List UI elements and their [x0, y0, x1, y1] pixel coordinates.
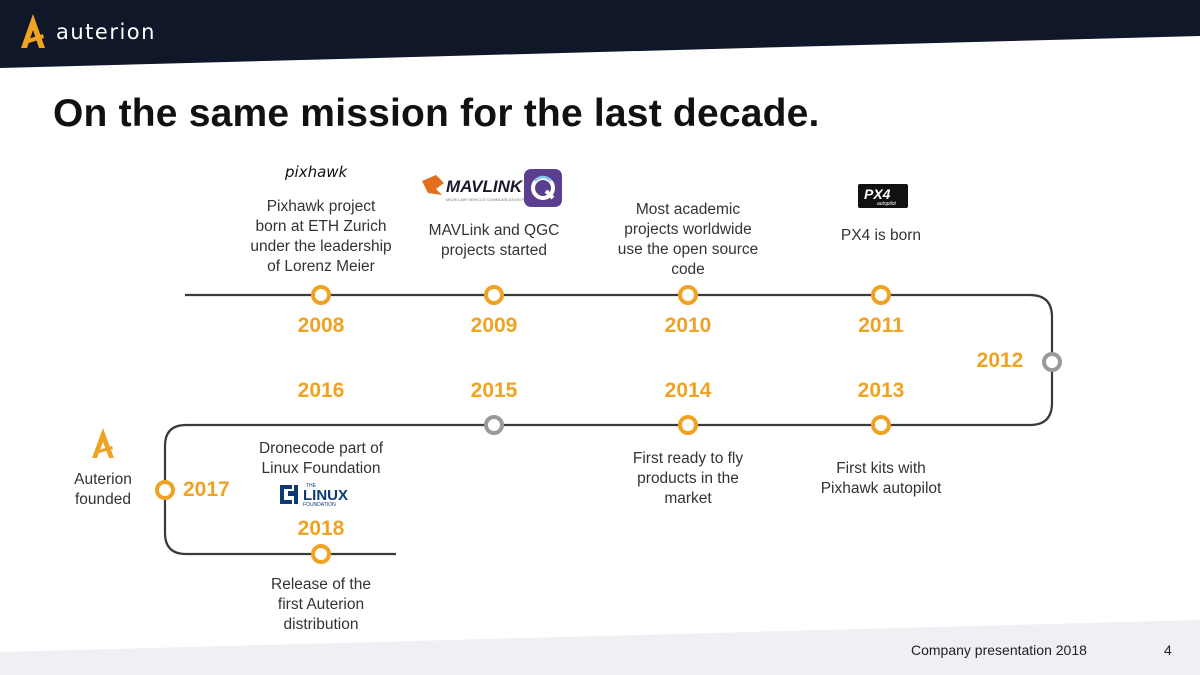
year-2008: 2008 — [297, 314, 345, 337]
marker-2012 — [1042, 352, 1062, 372]
header-band — [0, 0, 1200, 68]
svg-text:LINUX: LINUX — [303, 487, 348, 504]
svg-text:FOUNDATION: FOUNDATION — [303, 502, 336, 508]
event-2011-description: PX4 is born — [840, 227, 922, 244]
marker-2008 — [311, 285, 331, 305]
svg-text:PX4: PX4 — [864, 186, 891, 202]
page-number: 4 — [1164, 642, 1172, 658]
year-2009: 2009 — [470, 314, 518, 337]
svg-text:MICRO AIR VEHICLE COMMUNICATIO: MICRO AIR VEHICLE COMMUNICATION PROTOCOL — [446, 197, 545, 202]
pixhawk-logo-icon: pixhawk — [284, 163, 349, 181]
event-2017-description: Auterion founded — [74, 471, 132, 508]
svg-text:THE: THE — [306, 483, 317, 489]
year-2014: 2014 — [664, 379, 712, 402]
marker-2018 — [311, 544, 331, 564]
year-2013: 2013 — [857, 379, 905, 402]
px4-logo-icon: PX4 autopilot — [858, 184, 908, 208]
event-2008-description: Pixhawk project born at ETH Zurich under … — [250, 198, 392, 275]
event-2014-description: First ready to fly products in the market — [632, 450, 744, 507]
auterion-small-logo-icon — [92, 428, 114, 458]
year-2016: 2016 — [297, 379, 345, 402]
event-2013-description: First kits with Pixhawk autopilot — [820, 460, 942, 497]
auterion-logo-icon — [21, 14, 45, 48]
year-2015: 2015 — [470, 379, 518, 402]
timeline-path — [163, 293, 1054, 556]
event-2009-description: MAVLink and QGC projects started — [428, 222, 560, 259]
marker-2011 — [871, 285, 891, 305]
marker-2015 — [484, 415, 504, 435]
footer-text: Company presentation 2018 — [911, 642, 1087, 658]
linux-foundation-logo-icon: THE LINUX FOUNDATION — [280, 483, 348, 508]
slide-title: On the same mission for the last decade. — [53, 92, 820, 135]
marker-2013 — [871, 415, 891, 435]
year-2012: 2012 — [976, 349, 1024, 372]
year-2017: 2017 — [183, 478, 230, 501]
timeline-markers — [155, 285, 1062, 564]
marker-2010 — [678, 285, 698, 305]
year-2011: 2011 — [858, 314, 904, 337]
footer-band — [0, 620, 1200, 675]
event-2010-description: Most academic projects worldwide use the … — [617, 201, 759, 278]
marker-2009 — [484, 285, 504, 305]
mavlink-logo-icon: MAVLINK MICRO AIR VEHICLE COMMUNICATION … — [422, 175, 545, 202]
svg-text:autopilot: autopilot — [877, 201, 897, 207]
svg-text:MAVLINK: MAVLINK — [446, 177, 524, 196]
qgc-logo-icon — [524, 169, 562, 207]
svg-text:pixhawk: pixhawk — [284, 163, 349, 181]
marker-2014 — [678, 415, 698, 435]
event-2018-description: Release of the first Auterion distributio… — [271, 576, 371, 633]
year-2010: 2010 — [664, 314, 712, 337]
marker-2017 — [155, 480, 175, 500]
event-2016-description: Dronecode part of Linux Foundation — [258, 440, 384, 477]
year-2018: 2018 — [297, 517, 345, 540]
brand-name: auterion — [56, 20, 156, 44]
